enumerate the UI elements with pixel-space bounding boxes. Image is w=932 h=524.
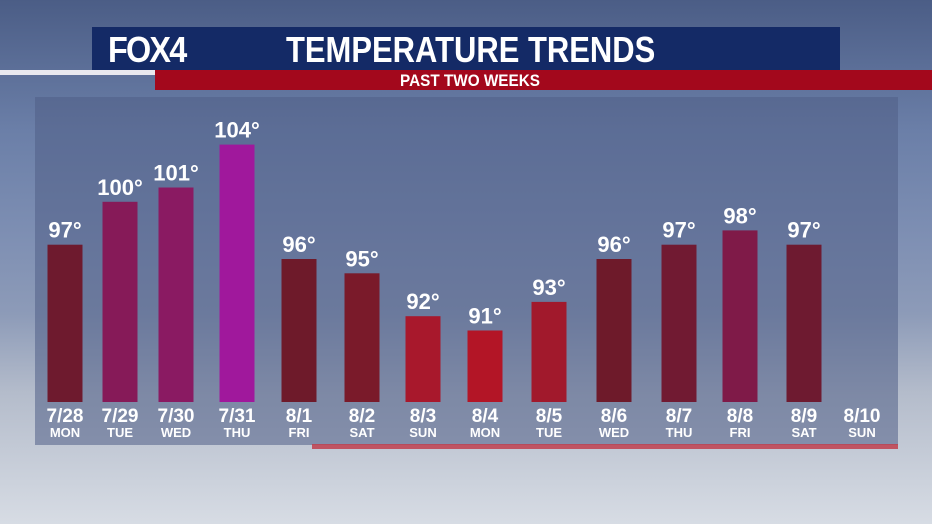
day-label: FRI bbox=[730, 425, 751, 440]
date-label: 8/3 bbox=[410, 406, 436, 427]
day-label: THU bbox=[666, 425, 693, 440]
value-label: 97° bbox=[662, 218, 695, 243]
accent-line bbox=[312, 444, 898, 449]
header-bar bbox=[92, 27, 840, 70]
date-label: 7/29 bbox=[102, 406, 139, 427]
bar bbox=[531, 301, 567, 402]
day-label: WED bbox=[161, 425, 191, 440]
value-label: 96° bbox=[597, 232, 630, 257]
date-label: 8/7 bbox=[666, 406, 692, 427]
bar bbox=[281, 259, 317, 402]
date-label: 8/6 bbox=[601, 406, 627, 427]
day-label: TUE bbox=[536, 425, 562, 440]
bar bbox=[47, 244, 83, 402]
value-label: 92° bbox=[406, 289, 439, 314]
date-label: 7/28 bbox=[47, 406, 84, 427]
value-label: 93° bbox=[532, 275, 565, 300]
bar bbox=[405, 316, 441, 402]
chart-title: TEMPERATURE TRENDS bbox=[286, 29, 656, 70]
accent-strip bbox=[0, 70, 160, 75]
bar bbox=[102, 201, 138, 402]
date-label: 8/4 bbox=[472, 406, 499, 427]
date-label: 8/10 bbox=[844, 406, 881, 427]
day-label: MON bbox=[470, 425, 500, 440]
value-label: 95° bbox=[345, 246, 378, 271]
date-label: 8/2 bbox=[349, 406, 375, 427]
date-label: 8/1 bbox=[286, 406, 313, 427]
date-label: 8/9 bbox=[791, 406, 817, 427]
bar bbox=[219, 144, 255, 402]
value-label: 98° bbox=[723, 203, 756, 228]
bar bbox=[467, 330, 503, 402]
day-label: SUN bbox=[848, 425, 875, 440]
value-label: 104° bbox=[214, 118, 260, 143]
value-label: 97° bbox=[48, 218, 81, 243]
day-label: SAT bbox=[791, 425, 816, 440]
fox4-logo: FOX4 bbox=[108, 29, 187, 70]
date-label: 7/30 bbox=[158, 406, 195, 427]
day-label: MON bbox=[50, 425, 80, 440]
day-label: FRI bbox=[289, 425, 310, 440]
day-label: WED bbox=[599, 425, 629, 440]
day-label: THU bbox=[224, 425, 251, 440]
date-label: 8/5 bbox=[536, 406, 563, 427]
date-label: 8/8 bbox=[727, 406, 753, 427]
value-label: 100° bbox=[97, 175, 143, 200]
day-label: SUN bbox=[409, 425, 436, 440]
day-label: TUE bbox=[107, 425, 133, 440]
subtitle-bar bbox=[155, 70, 932, 90]
bar bbox=[596, 259, 632, 402]
value-label: 96° bbox=[282, 232, 315, 257]
bar bbox=[661, 244, 697, 402]
chart-subtitle: PAST TWO WEEKS bbox=[400, 71, 540, 90]
bar bbox=[344, 273, 380, 402]
value-label: 91° bbox=[468, 304, 501, 329]
day-label: SAT bbox=[349, 425, 374, 440]
date-label: 7/31 bbox=[219, 406, 256, 427]
value-label: 97° bbox=[787, 218, 820, 243]
bar bbox=[158, 187, 194, 402]
value-label: 101° bbox=[153, 161, 199, 186]
bar bbox=[786, 244, 822, 402]
bar bbox=[722, 230, 758, 402]
